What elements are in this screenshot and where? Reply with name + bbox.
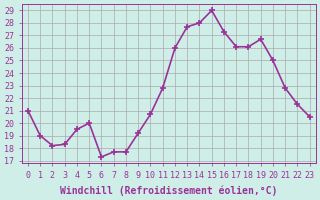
X-axis label: Windchill (Refroidissement éolien,°C): Windchill (Refroidissement éolien,°C) [60,185,277,196]
